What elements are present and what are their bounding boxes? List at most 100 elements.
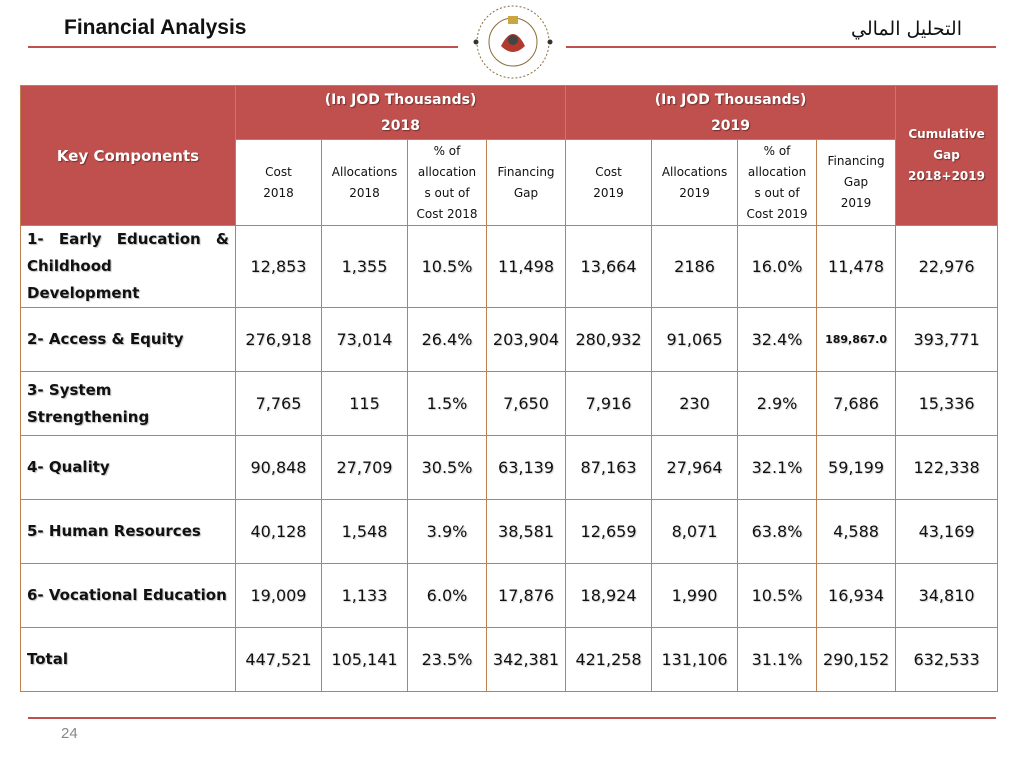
cell: 189,867.0 [816, 307, 897, 372]
cell: 17,876 [485, 563, 567, 628]
header-line: allocation [417, 164, 477, 179]
cell: 40,128 [235, 499, 322, 564]
header-line: 2019 [679, 185, 710, 200]
header-line: Allocations [661, 164, 728, 179]
header-line: Allocations [331, 164, 398, 179]
header-row: Key Components (In JOD Thousands) 2018 (In … [20, 85, 999, 226]
cell: 1.5% [407, 371, 487, 436]
cell: 43,169 [895, 499, 999, 564]
sub-header: Allocations 2019 [651, 139, 739, 226]
cell: 18,924 [565, 563, 653, 628]
page-number: 24 [61, 725, 78, 742]
title: Financial Analysis [64, 16, 247, 39]
cell: 276,918 [235, 307, 322, 372]
header-line: 2018 [381, 117, 420, 134]
header-rule [566, 46, 996, 48]
data-row: 4- Quality 90,848 27,709 30.5% 63,139 87,163 2… [20, 435, 999, 500]
group-header: (In JOD Thousands) 2018 [234, 85, 567, 140]
row-label: 5- Human Resources [20, 499, 236, 564]
cell: 59,199 [816, 435, 897, 500]
data-row: Total 447,521 105,141 23.5% 342,381 421,258 13… [20, 627, 999, 692]
cell: 105,141 [321, 627, 408, 692]
header-line: Gap [933, 148, 960, 162]
cell: 131,106 [651, 627, 739, 692]
cell: 15,336 [895, 371, 999, 436]
sub-header: Financing Gap 2019 [816, 139, 897, 226]
header-line: allocation [747, 164, 807, 179]
cell: 421,258 [565, 627, 653, 692]
cell: 22,976 [895, 225, 999, 308]
cell: 12,659 [565, 499, 653, 564]
sub-header: Allocations 2018 [321, 139, 408, 226]
header-line: s out of [754, 185, 800, 200]
cumulative-header: Cumulative Gap 2018+2019 [895, 85, 999, 226]
financial-table: Key Components (In JOD Thousands) 2018 (In … [20, 85, 999, 692]
row-label: 1- Early Education & Childhood Developme… [20, 225, 236, 308]
key-header: Key Components [20, 85, 236, 226]
header-line: s out of [424, 185, 470, 200]
cell: 26.4% [407, 307, 487, 372]
header-line: Cost 2018 [416, 206, 478, 221]
row-label: Total [20, 627, 236, 692]
cell: 63.8% [737, 499, 818, 564]
cell: 10.5% [737, 563, 818, 628]
header-line: (In JOD Thousands) [654, 91, 807, 108]
cell: 632,533 [895, 627, 999, 692]
cell: 1,548 [321, 499, 408, 564]
cell: 1,355 [321, 225, 408, 308]
cell: 23.5% [407, 627, 487, 692]
cell: 3.9% [407, 499, 487, 564]
cell: 34,810 [895, 563, 999, 628]
cell: 32.1% [737, 435, 818, 500]
header-rule [28, 46, 458, 48]
data-row: 2- Access & Equity 276,918 73,014 26.4% 203,… [20, 307, 999, 372]
cell: 342,381 [485, 627, 567, 692]
cell: 19,009 [235, 563, 322, 628]
cell: 230 [651, 371, 739, 436]
cell: 8,071 [651, 499, 739, 564]
cell: 32.4% [737, 307, 818, 372]
cell: 91,065 [651, 307, 739, 372]
header-line: 2018+2019 [908, 169, 985, 183]
cell: 4,588 [816, 499, 897, 564]
cell: 7,686 [816, 371, 897, 436]
cell: 16,934 [816, 563, 897, 628]
header-line: 2018 [263, 185, 294, 200]
cell: 10.5% [407, 225, 487, 308]
cell: 87,163 [565, 435, 653, 500]
data-row: 1- Early Education & Childhood Developme… [20, 225, 999, 308]
cell: 115 [321, 371, 408, 436]
cell: 7,765 [235, 371, 322, 436]
cell: 1,133 [321, 563, 408, 628]
header-line: % of [763, 143, 791, 158]
group-header: (In JOD Thousands) 2019 [565, 85, 897, 140]
header-line: Gap [843, 175, 869, 189]
header-line: Financing [827, 154, 885, 168]
header-line: Gap [513, 185, 539, 200]
cell: 1,990 [651, 563, 739, 628]
sub-header: % of allocation s out of Cost 2019 [737, 139, 818, 226]
sub-header: Financing Gap [485, 139, 567, 226]
row-label: 3- System Strengthening [20, 371, 236, 436]
header-line: 2018 [349, 185, 380, 200]
header-row: Cost 2018 Allocations 2018 % of allocation s o… [21, 139, 998, 226]
header-line: (In JOD Thousands) [324, 91, 477, 108]
row-label: 4- Quality [20, 435, 236, 500]
cell: 447,521 [235, 627, 322, 692]
header-line: Financing [497, 164, 555, 179]
cell: 203,904 [485, 307, 567, 372]
cell: 122,338 [895, 435, 999, 500]
cell: 16.0% [737, 225, 818, 308]
header-line: Cost [265, 164, 292, 179]
data-row: 6- Vocational Education 19,009 1,133 6.0% 17… [20, 563, 999, 628]
title-arabic: التحليل المالي [851, 18, 962, 40]
emblem [473, 5, 553, 79]
cell: 90,848 [235, 435, 322, 500]
cell: 6.0% [407, 563, 487, 628]
cell: 31.1% [737, 627, 818, 692]
cell: 27,709 [321, 435, 408, 500]
cell: 63,139 [485, 435, 567, 500]
cell: 12,853 [235, 225, 322, 308]
data-row: 3- System Strengthening 7,765 115 1.5% 7,650… [20, 371, 999, 436]
